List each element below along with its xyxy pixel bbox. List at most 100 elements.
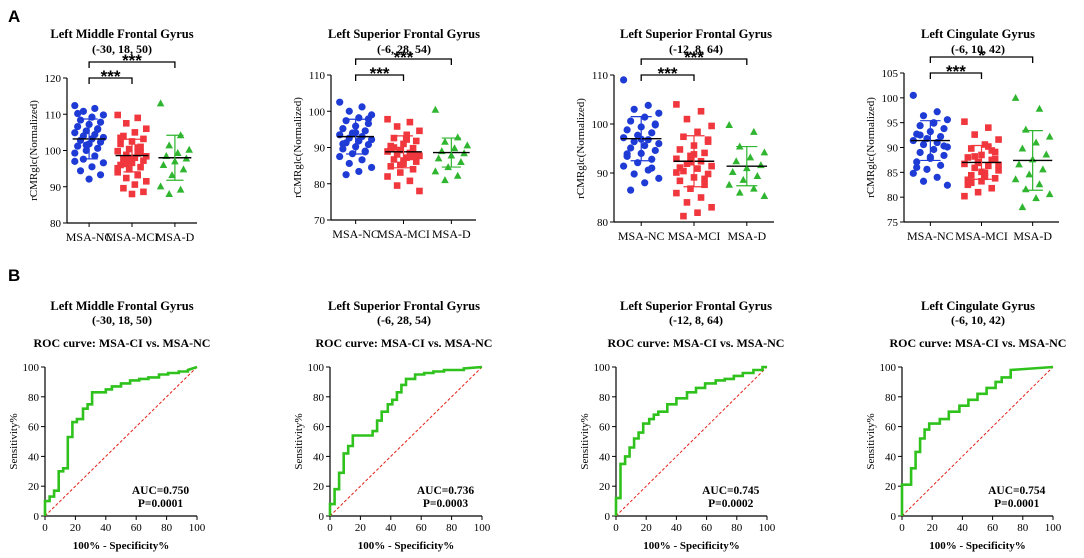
data-point-msa-nc	[339, 145, 347, 153]
data-point-msa-mci	[134, 171, 142, 179]
x-tick-label: 60	[987, 522, 999, 534]
data-point-msa-d	[760, 192, 769, 200]
chart-subtitle: (-6, 28, 54)	[377, 42, 431, 56]
y-tick-label: 70	[314, 215, 326, 227]
y-tick-label: 120	[45, 73, 62, 85]
y-tick-label: 0	[34, 511, 40, 523]
data-point-msa-nc	[71, 129, 79, 137]
data-point-msa-mci	[985, 162, 992, 170]
data-point-msa-d	[1045, 132, 1054, 140]
data-point-msa-mci	[387, 163, 395, 170]
data-point-msa-nc	[355, 137, 363, 145]
data-point-msa-d	[725, 180, 733, 188]
data-point-msa-nc	[913, 163, 921, 171]
chart-subtitle: (-12, 8, 64)	[669, 42, 723, 56]
data-point-msa-mci	[140, 157, 147, 164]
x-tick-label: 20	[927, 522, 939, 534]
data-point-msa-mci	[988, 184, 996, 192]
data-point-msa-d	[185, 145, 193, 153]
data-point-msa-mci	[988, 147, 996, 154]
x-tick-label: 60	[416, 522, 428, 534]
y-axis-label: Sensitivity%	[865, 413, 877, 469]
data-point-msa-mci	[971, 131, 978, 138]
data-point-msa-mci	[974, 188, 982, 196]
y-tick-label: 80	[887, 192, 899, 204]
x-tick-label: MSA-MCI	[668, 229, 721, 243]
data-point-msa-d	[1035, 104, 1044, 112]
data-point-msa-d	[457, 158, 465, 165]
y-tick-label: 100	[880, 362, 897, 374]
y-tick-label: 40	[313, 451, 325, 463]
auc-label: AUC=0.736	[417, 485, 475, 497]
significance-label: ***	[122, 51, 142, 70]
data-point-msa-nc	[361, 127, 369, 135]
significance-bracket	[88, 77, 133, 84]
data-point-msa-nc	[620, 134, 628, 142]
x-tick-label: MSA-MCI	[955, 229, 1008, 243]
chart-subtitle: (-6, 28, 54)	[377, 313, 431, 327]
data-point-msa-mci	[406, 118, 414, 126]
roc-chart-2: Left Superior Frontal Gyrus(-6, 28, 54) R…	[293, 299, 492, 552]
data-point-msa-nc	[940, 125, 948, 133]
data-point-msa-mci	[683, 160, 691, 167]
x-tick-label: MSA-D	[432, 227, 471, 241]
significance-label: ***	[101, 67, 121, 86]
scatter-chart-3: Left Superior Frontal Gyrus(-12, 8, 64) 8…	[575, 27, 774, 243]
data-point-msa-nc	[919, 140, 928, 149]
data-point-msa-mci	[680, 133, 687, 141]
significance-label: ***	[658, 64, 678, 83]
data-point-msa-mci	[995, 167, 1002, 174]
data-point-msa-nc	[620, 162, 628, 170]
x-tick-label: MSA-MCI	[106, 230, 159, 244]
data-point-msa-mci	[122, 174, 130, 182]
y-tick-label: 100	[45, 146, 62, 158]
p-value-label: P=0.0002	[708, 498, 753, 510]
data-point-msa-d	[1035, 180, 1044, 188]
chart-title: Left Middle Frontal Gyrus	[50, 27, 193, 41]
data-point-msa-mci	[964, 176, 972, 184]
data-point-msa-nc	[943, 181, 952, 189]
data-point-msa-mci	[995, 136, 1002, 143]
y-tick-label: 80	[314, 179, 326, 191]
data-point-msa-mci	[985, 143, 992, 150]
x-tick-label: 80	[1017, 522, 1029, 534]
data-point-msa-mci	[125, 154, 133, 162]
data-point-msa-mci	[131, 129, 139, 136]
x-tick-label: 100	[1045, 522, 1062, 534]
data-point-msa-nc	[336, 152, 344, 161]
x-tick-label: 80	[731, 522, 743, 534]
reference-diagonal	[44, 366, 198, 517]
x-axis-label: 100% - Specificity%	[358, 540, 455, 552]
data-point-msa-nc	[99, 111, 107, 119]
scatter-chart-1: Left Middle Frontal Gyrus(-30, 18, 50) 80…	[28, 27, 197, 244]
data-point-msa-nc	[88, 163, 96, 171]
data-point-msa-mci	[991, 155, 999, 163]
x-tick-label: 0	[327, 522, 333, 534]
data-point-msa-nc	[623, 150, 631, 158]
data-point-msa-nc	[933, 108, 941, 116]
data-point-msa-nc	[94, 144, 102, 152]
p-value-label: P=0.0003	[423, 498, 468, 510]
data-point-msa-d	[725, 120, 733, 128]
data-point-msa-mci	[985, 124, 992, 131]
data-point-msa-mci	[697, 194, 705, 201]
x-tick-label: MSA-D	[1013, 229, 1052, 243]
x-tick-label: MSA-NC	[618, 229, 665, 243]
data-point-msa-mci	[390, 134, 398, 142]
chart-title: Left Middle Frontal Gyrus	[50, 299, 193, 313]
data-point-msa-d	[441, 176, 449, 184]
data-point-msa-nc	[627, 186, 635, 194]
data-point-msa-mci	[978, 177, 985, 185]
data-point-msa-d	[739, 175, 748, 183]
x-tick-label: 40	[957, 522, 969, 534]
data-point-msa-mci	[981, 141, 989, 148]
data-point-msa-nc	[345, 107, 353, 115]
chart-subtitle: (-12, 8, 64)	[669, 313, 723, 327]
roc-title: ROC curve: MSA-CI vs. MSA-NC	[608, 336, 785, 350]
data-point-msa-nc	[627, 144, 635, 152]
x-tick-label: 60	[701, 522, 713, 534]
y-tick-label: 100	[23, 362, 40, 374]
y-tick-label: 60	[885, 422, 897, 434]
data-point-msa-d	[179, 165, 188, 173]
data-point-msa-mci	[697, 107, 705, 115]
